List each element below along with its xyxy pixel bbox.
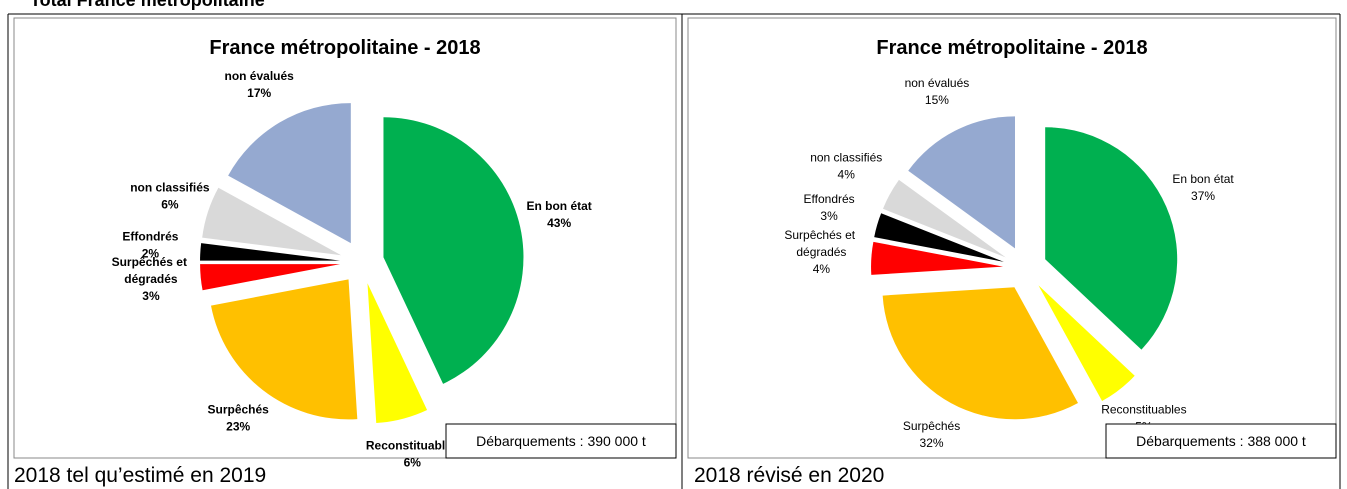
pie-slice (908, 116, 1016, 249)
note-box (445, 423, 677, 459)
pie-slice (1038, 285, 1135, 402)
page-header: Total France métropolitaine (30, 0, 265, 10)
slice-value-label: 32% (920, 436, 944, 450)
note: Débarquements : 390 000 t (476, 433, 646, 449)
slice-label: Reconstituables (1101, 402, 1186, 416)
slice-value-label: 15% (925, 93, 949, 107)
pie-slice (228, 103, 351, 244)
chart-title: France métropolitaine - 2018 (209, 37, 480, 59)
slice-label: Surpêchés et dégradés (112, 255, 191, 286)
caption: 2018 tel qu’estimé en 2019 (14, 464, 266, 487)
slice-value-label: 23% (226, 420, 250, 434)
slice-value-label: 6% (404, 456, 422, 470)
caption: 2018 révisé en 2020 (694, 464, 884, 487)
pie-slice (882, 179, 1006, 258)
slice-value-label: 3% (820, 209, 838, 223)
slice-label: non classifiés (810, 151, 882, 165)
slice-label: En bon état (1172, 172, 1234, 186)
slice-label: non évalués (905, 76, 970, 90)
pie-slice (200, 243, 341, 261)
note: Débarquements : 388 000 t (1136, 433, 1306, 449)
slice-value-label: 4% (838, 168, 856, 182)
slice-value-label: 6% (161, 198, 179, 212)
slice-value-label: 3% (142, 289, 160, 303)
slice-label: Surpêchés et dégradés (784, 228, 858, 259)
chart-frame (687, 17, 1337, 459)
pie-slice (1045, 127, 1178, 350)
slice-label: Surpêchés (903, 419, 960, 433)
chart-frame (13, 17, 677, 459)
slice-value-label: 4% (813, 262, 831, 276)
pie-slice (874, 213, 1004, 262)
pie-slice (202, 187, 342, 256)
slice-label: Reconstituables (366, 439, 459, 453)
pie-slice (383, 117, 524, 384)
slice-label: non classifiés (130, 181, 210, 195)
slice-label: Effondrés (122, 230, 178, 244)
note-box (1105, 423, 1337, 459)
pie-slice (200, 264, 341, 291)
slice-label: Surpêchés (208, 403, 270, 417)
slice-label: non évalués (224, 69, 294, 83)
slice-label: Effondrés (804, 192, 855, 206)
slice-value-label: 2% (142, 247, 160, 261)
pie-slice (871, 241, 1004, 275)
pie-slice (882, 287, 1078, 420)
chart-title: France métropolitaine - 2018 (876, 37, 1147, 59)
slice-value-label: 17% (247, 86, 271, 100)
pie-slice (210, 279, 358, 420)
pie-slice (367, 283, 428, 424)
slice-value-label: 37% (1191, 189, 1215, 203)
slice-label: En bon état (526, 199, 591, 213)
slice-value-label: 43% (547, 216, 571, 230)
